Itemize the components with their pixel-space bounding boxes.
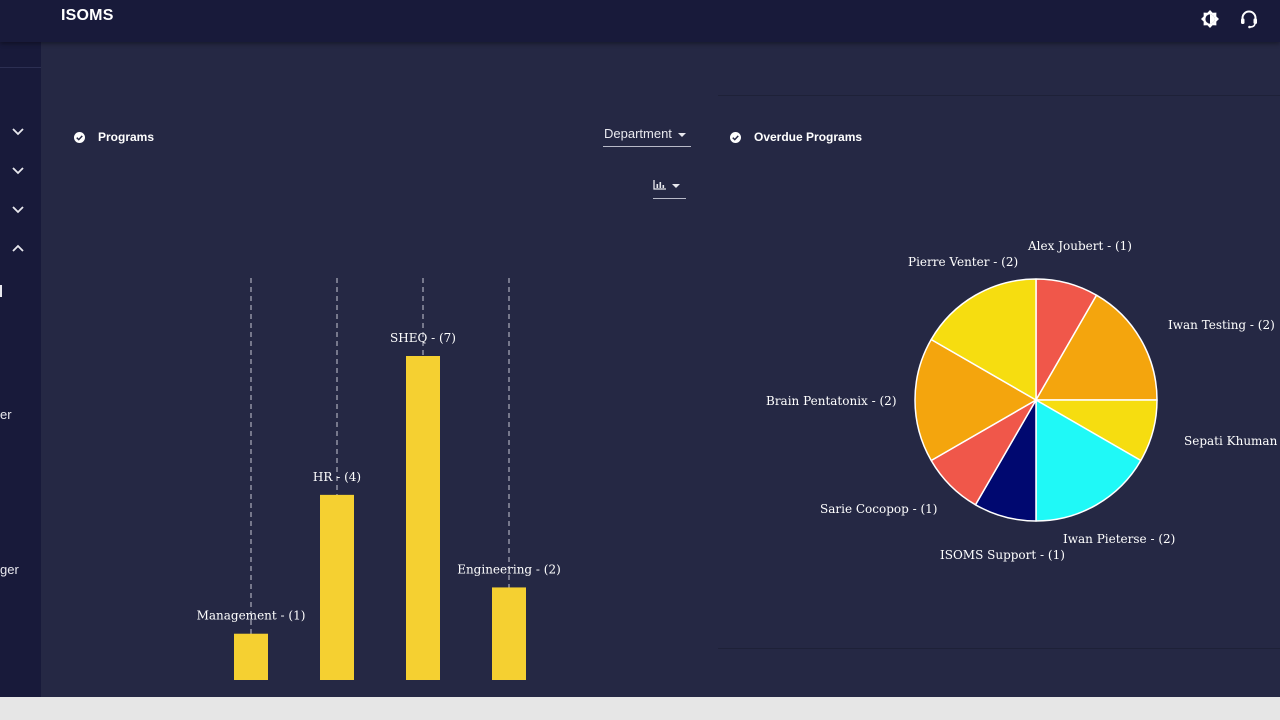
check-circle-icon xyxy=(74,131,85,143)
panel-divider xyxy=(718,648,1280,649)
sidebar: er ger xyxy=(0,0,41,697)
caret-down-icon xyxy=(672,184,680,188)
chevron-up-icon[interactable] xyxy=(10,240,26,256)
bar-hr[interactable] xyxy=(320,494,354,680)
bar-data-label: Engineering - (2) xyxy=(457,562,561,576)
pie-slice[interactable] xyxy=(1035,399,1142,522)
chart-type-select[interactable] xyxy=(653,176,686,199)
sidebar-divider xyxy=(0,67,41,68)
panel-divider xyxy=(718,95,1280,96)
support-headset-icon[interactable] xyxy=(1237,7,1261,31)
pie-slice[interactable] xyxy=(914,338,1037,462)
app-window: er ger ISOMS P xyxy=(0,0,1280,697)
overdue-title: Overdue Programs xyxy=(754,130,863,144)
chevron-down-icon[interactable] xyxy=(10,163,26,179)
overdue-pie-chart: Alex Joubert - (1) Iwan Testing - (2) Sepa… xyxy=(766,239,1278,562)
bar-data-label: SHEQ - (7) xyxy=(390,331,456,345)
sidebar-item-marker xyxy=(0,285,2,297)
pie-data-label: Alex Joubert - (1) xyxy=(1027,239,1132,253)
pie-slice[interactable] xyxy=(1035,294,1158,401)
bar-chart-icon xyxy=(653,180,666,190)
bar-sheq[interactable] xyxy=(406,356,440,680)
pie-data-label: Sarie Cocopop - (1) xyxy=(820,502,938,516)
pie-data-label: Pierre Venter - (2) xyxy=(908,255,1018,269)
bar-data-label: HR - (4) xyxy=(313,470,361,484)
top-bar: ISOMS xyxy=(0,0,1280,42)
chevron-down-icon[interactable] xyxy=(10,124,26,140)
bar-data-label: Management - (1) xyxy=(197,609,306,623)
pie-slice[interactable] xyxy=(930,278,1037,401)
bar-management[interactable] xyxy=(234,633,268,680)
overdue-card-title: Overdue Programs xyxy=(730,130,862,144)
app-title: ISOMS xyxy=(61,7,114,24)
programs-bar-chart: Management - (1) HR - (4) SHEQ - (7) Engine… xyxy=(197,278,561,680)
chevron-down-icon[interactable] xyxy=(10,202,26,218)
programs-card-title: Programs xyxy=(74,130,154,144)
programs-title: Programs xyxy=(98,130,155,144)
check-circle-icon xyxy=(730,131,741,143)
sidebar-item-label[interactable]: er xyxy=(0,407,12,422)
brightness-icon[interactable] xyxy=(1198,7,1222,31)
group-by-value: Department xyxy=(604,126,672,141)
bar-engineering[interactable] xyxy=(492,587,526,680)
pie-data-label: Iwan Testing - (2) xyxy=(1168,318,1275,332)
pie-data-label: Brain Pentatonix - (2) xyxy=(766,394,897,408)
pie-data-label: Iwan Pieterse - (2) xyxy=(1063,532,1175,546)
sidebar-item-label[interactable]: ger xyxy=(0,562,19,577)
pie-data-label: Sepati Khumane - xyxy=(1184,434,1278,448)
group-by-select[interactable]: Department xyxy=(603,124,691,147)
caret-down-icon xyxy=(678,133,686,137)
pie-data-label: ISOMS Support - (1) xyxy=(940,548,1065,562)
